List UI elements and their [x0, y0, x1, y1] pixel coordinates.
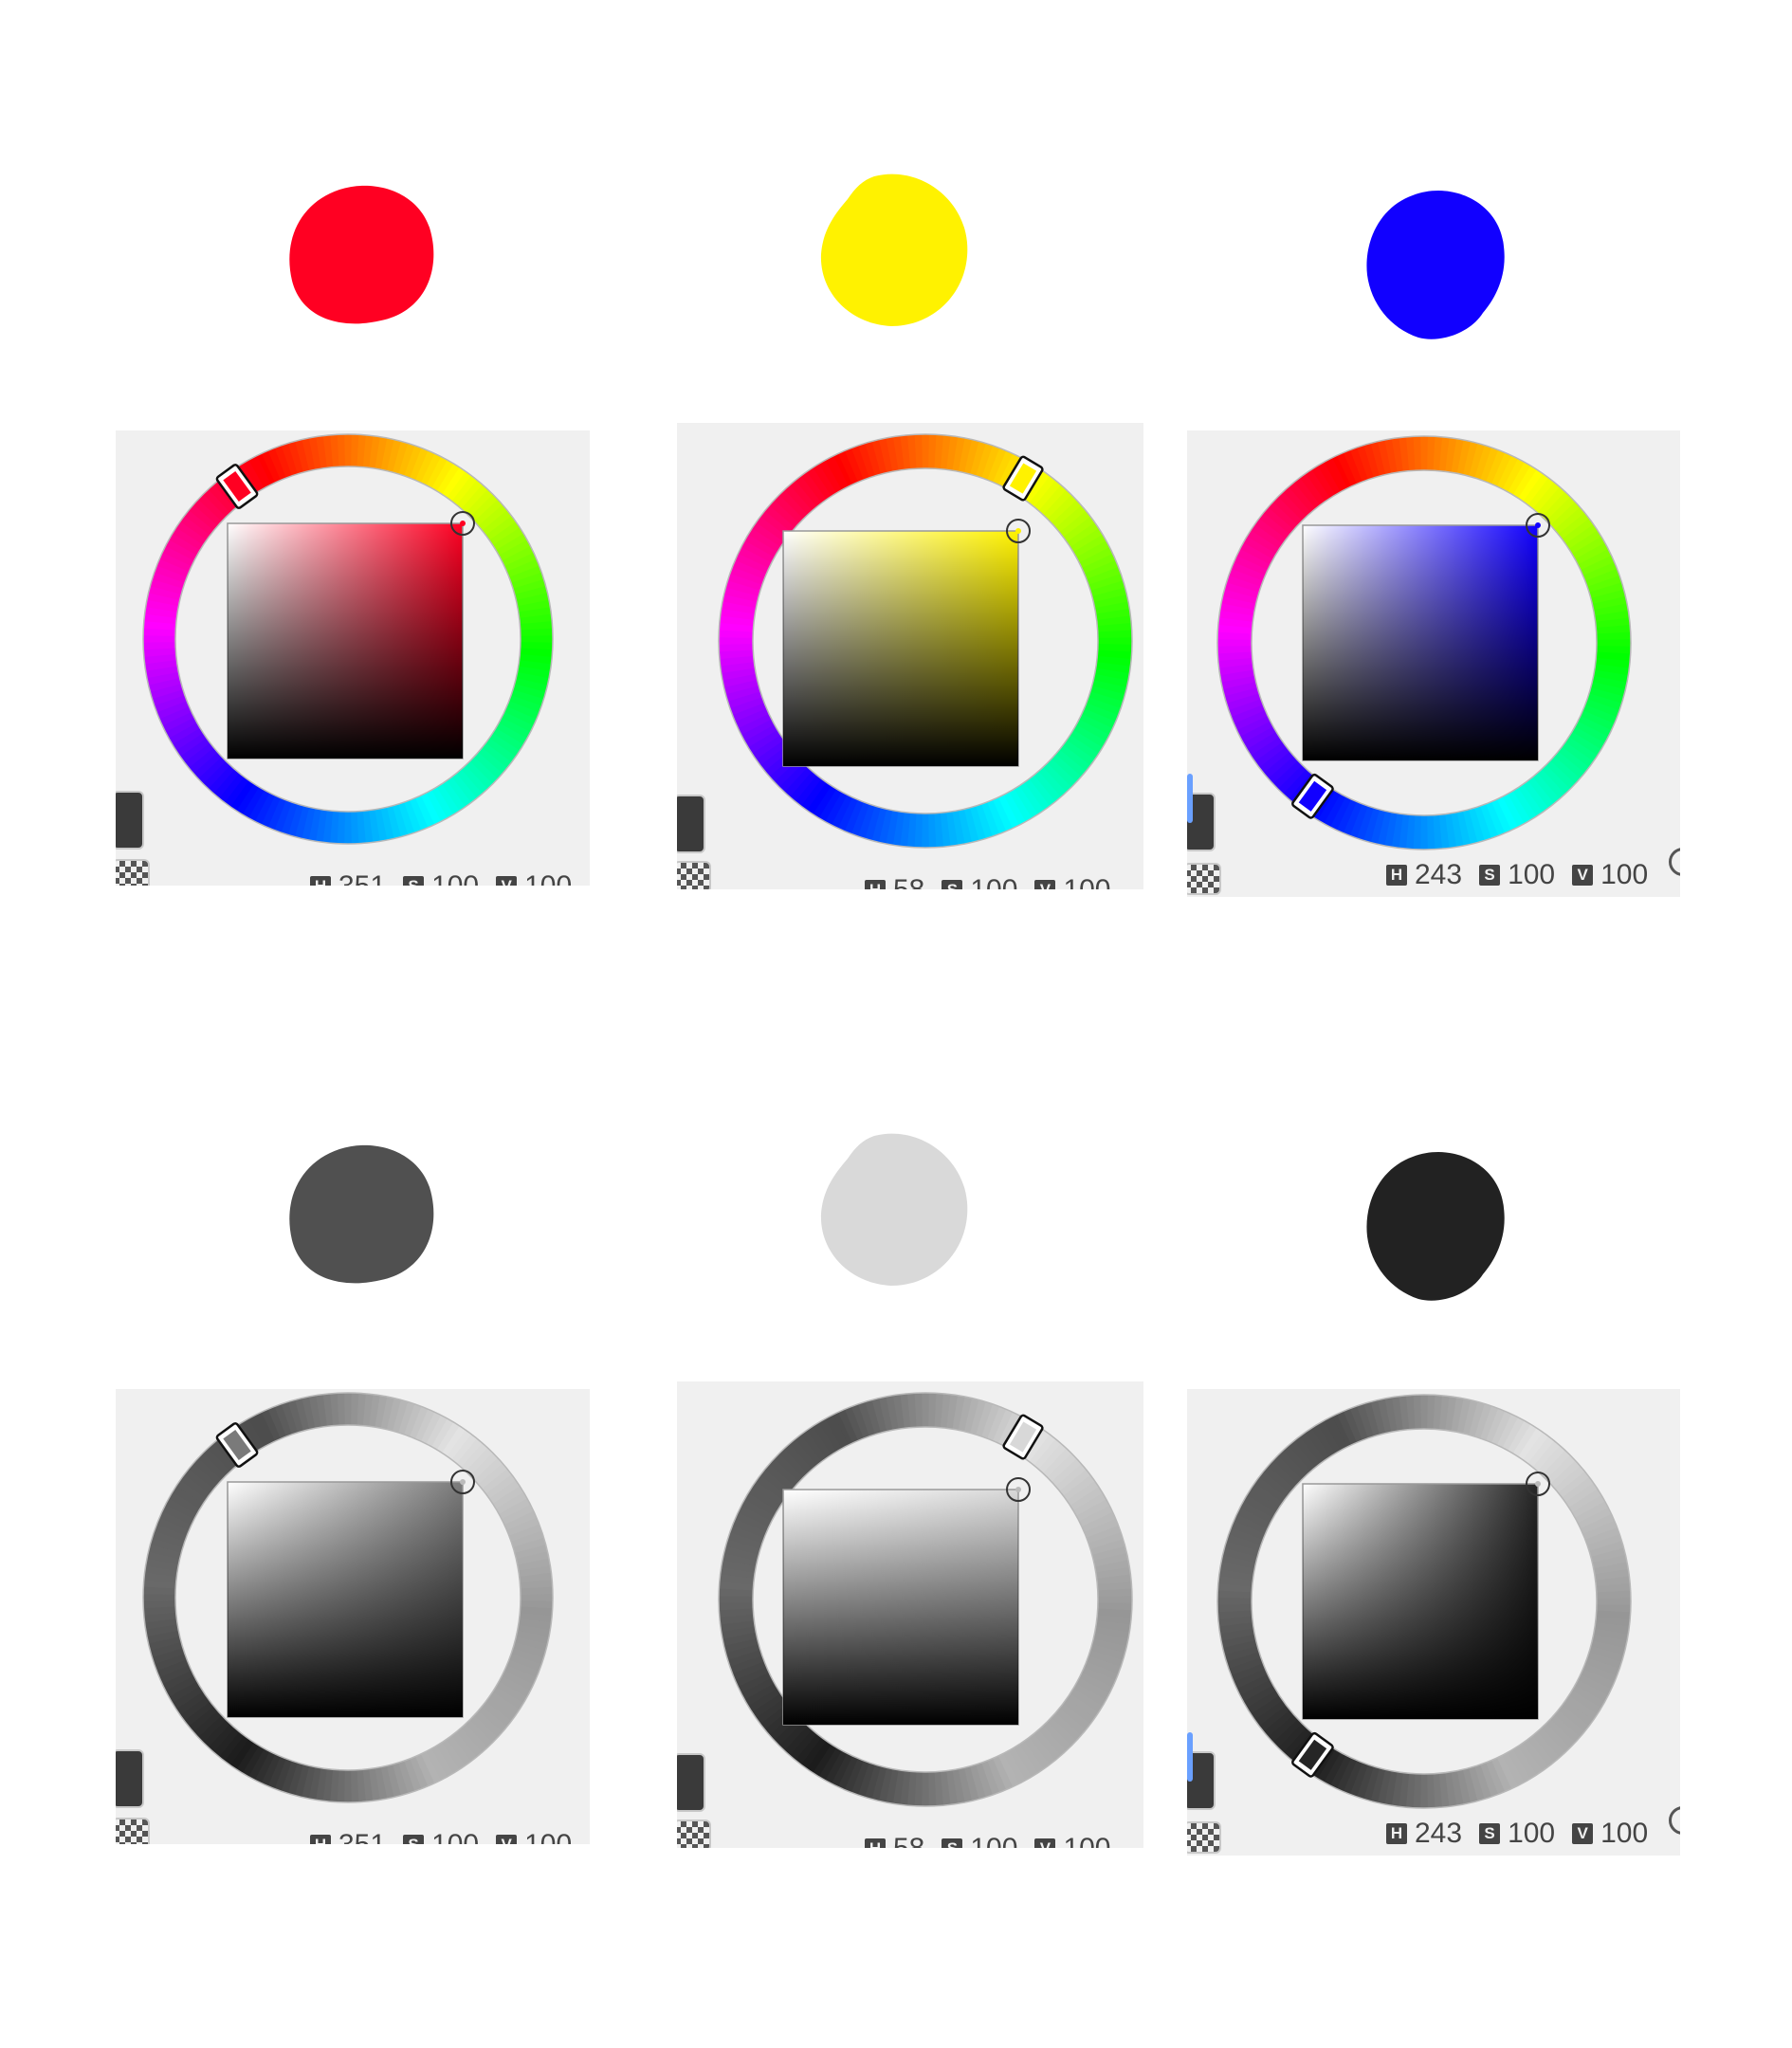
value-value[interactable]: 100 — [1063, 1835, 1110, 1849]
hsv-readout: H 351 S 100 V 100 — [310, 872, 581, 886]
value-value[interactable]: 100 — [524, 1831, 572, 1845]
saturation-value[interactable]: 100 — [970, 1835, 1017, 1849]
hue-value[interactable]: 243 — [1415, 859, 1463, 890]
hue-wheel[interactable] — [677, 423, 1143, 889]
sv-cursor[interactable] — [1006, 519, 1031, 543]
sv-cursor[interactable] — [450, 511, 475, 536]
value-key-label: V — [1034, 880, 1056, 889]
panel-edge-tab — [1187, 774, 1193, 823]
value-key-label: V — [496, 876, 518, 886]
hue-value[interactable]: 351 — [338, 1831, 386, 1845]
saturation-key-label: S — [403, 1835, 425, 1844]
saturation-key-label: S — [1479, 865, 1501, 886]
swatch-dark-gray-blob — [289, 1144, 434, 1284]
hue-handle[interactable] — [1002, 1414, 1044, 1460]
hue-wheel[interactable] — [677, 1381, 1143, 1848]
transparency-icon[interactable] — [677, 861, 711, 889]
current-color-box[interactable] — [677, 1753, 705, 1812]
hue-key-label: H — [310, 1835, 331, 1844]
current-color-box[interactable] — [116, 1749, 144, 1808]
swatch-red-blob — [289, 185, 434, 324]
value-value[interactable]: 100 — [524, 872, 572, 887]
hsv-readout: H 243 S 100 V 100 — [1386, 861, 1657, 889]
hsv-readout: H 58 S 100 V 100 — [865, 876, 1121, 889]
value-value[interactable]: 100 — [1600, 1818, 1649, 1849]
saturation-key-label: S — [942, 880, 963, 889]
value-value[interactable]: 100 — [1600, 859, 1649, 890]
saturation-key-label: S — [942, 1838, 963, 1848]
color-picker-panel-yellow: H 58 S 100 V 100 — [677, 423, 1143, 889]
hue-value[interactable]: 58 — [893, 1835, 924, 1849]
transparency-icon[interactable] — [116, 859, 150, 886]
sv-cursor[interactable] — [450, 1470, 475, 1494]
sv-cursor[interactable] — [1526, 513, 1550, 538]
saturation-key-label: S — [403, 876, 425, 886]
swatch-black-blob — [1366, 1152, 1505, 1301]
gray-picker-panel-dark: H 351 S 100 V 100 — [116, 1389, 590, 1844]
hsv-readout: H 243 S 100 V 100 — [1386, 1819, 1657, 1848]
gray-picker-panel-light: H 58 S 100 V 100 — [677, 1381, 1143, 1848]
saturation-value[interactable]: 100 — [970, 876, 1017, 890]
saturation-value[interactable]: 100 — [1508, 859, 1556, 890]
color-picker-panel-red: H 351 S 100 V 100 — [116, 430, 590, 886]
color-picker-panel-blue: H 243 S 100 V 100 — [1187, 430, 1680, 897]
hue-handle[interactable] — [215, 464, 259, 509]
value-key-label: V — [496, 1835, 518, 1844]
value-key-label: V — [1034, 1838, 1056, 1848]
hue-handle[interactable] — [215, 1422, 259, 1468]
hue-key-label: H — [310, 876, 331, 886]
hue-wheel[interactable] — [1187, 430, 1680, 897]
saturation-key-label: S — [1479, 1823, 1501, 1844]
hue-key-label: H — [865, 880, 886, 889]
panel-edge-tab — [1187, 1732, 1193, 1782]
hue-value[interactable]: 58 — [893, 876, 924, 890]
swatch-blue-blob — [1366, 191, 1505, 339]
swatch-light-gray-blob — [820, 1133, 968, 1286]
transparency-icon[interactable] — [1187, 1821, 1221, 1854]
saturation-value[interactable]: 100 — [431, 872, 479, 887]
hue-wheel[interactable] — [1187, 1389, 1680, 1856]
hsv-readout: H 58 S 100 V 100 — [865, 1835, 1121, 1848]
hue-handle[interactable] — [1291, 773, 1334, 819]
hue-wheel[interactable] — [116, 430, 590, 886]
current-color-box[interactable] — [677, 795, 705, 853]
transparency-icon[interactable] — [116, 1818, 150, 1844]
hsv-readout: H 351 S 100 V 100 — [310, 1831, 581, 1844]
hue-handle[interactable] — [1291, 1731, 1334, 1778]
sv-cursor[interactable] — [1526, 1472, 1550, 1496]
saturation-value[interactable]: 100 — [431, 1831, 479, 1845]
value-key-label: V — [1572, 865, 1594, 886]
hue-handle[interactable] — [1002, 455, 1044, 502]
hue-value[interactable]: 351 — [338, 872, 386, 887]
saturation-value[interactable]: 100 — [1508, 1818, 1556, 1849]
gray-picker-panel-black: H 243 S 100 V 100 — [1187, 1389, 1680, 1856]
value-value[interactable]: 100 — [1063, 876, 1110, 890]
transparency-icon[interactable] — [1187, 863, 1221, 895]
hue-value[interactable]: 243 — [1415, 1818, 1463, 1849]
sv-cursor[interactable] — [1006, 1477, 1031, 1502]
swatch-yellow-blob — [820, 174, 968, 326]
current-color-box[interactable] — [116, 791, 144, 850]
hue-wheel[interactable] — [116, 1389, 590, 1844]
hue-key-label: H — [865, 1838, 886, 1848]
value-key-label: V — [1572, 1823, 1594, 1844]
transparency-icon[interactable] — [677, 1819, 711, 1848]
hue-key-label: H — [1386, 865, 1407, 886]
hue-key-label: H — [1386, 1823, 1407, 1844]
